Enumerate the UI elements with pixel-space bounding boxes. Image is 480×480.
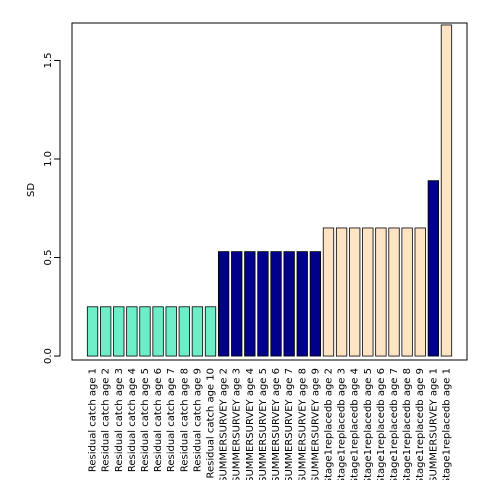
bar xyxy=(296,251,308,357)
x-tick-label: Residual catch age 9 xyxy=(192,368,203,472)
x-tick-label: SUMMERSURVEY age 9 xyxy=(310,368,321,480)
bar xyxy=(309,251,322,357)
x-tick-label: Stage1replacedb age 3 xyxy=(337,368,348,480)
x-tick-label: Residual catch age 4 xyxy=(127,368,138,472)
x-tick-label: Residual catch age 3 xyxy=(114,368,125,472)
bar xyxy=(401,227,413,357)
x-tick-label: Residual catch age 1 xyxy=(88,368,99,472)
bar xyxy=(165,306,177,357)
x-tick-label: SUMMERSURVEY age 6 xyxy=(271,368,282,480)
bar xyxy=(440,24,453,357)
x-tick-label: Stage1replacedb age 4 xyxy=(350,368,361,480)
bar xyxy=(375,227,387,357)
bar xyxy=(362,227,374,357)
bar xyxy=(113,306,125,357)
x-tick-label: Residual catch age 2 xyxy=(101,368,112,472)
x-tick-label: SUMMERSURVEY age 2 xyxy=(219,368,230,480)
x-tick-label: Stage1replacedb age 1 xyxy=(441,368,452,480)
bar xyxy=(414,227,426,357)
bar xyxy=(349,227,361,357)
y-tick-label: 0.0 xyxy=(43,348,54,364)
bar xyxy=(244,251,256,357)
bar xyxy=(388,227,400,357)
bar xyxy=(152,306,164,357)
bar xyxy=(322,227,335,357)
x-tick-label: Residual catch age 10 xyxy=(206,368,217,479)
x-tick-label: Stage1replacedb age 9 xyxy=(415,368,426,480)
bar xyxy=(257,251,269,357)
bar xyxy=(139,306,151,357)
bar xyxy=(86,306,99,357)
x-tick-label: Stage1replacedb age 7 xyxy=(389,368,400,480)
x-tick-label: Residual catch age 5 xyxy=(140,368,151,472)
x-tick-label: Stage1replacedb age 2 xyxy=(323,368,334,480)
bar xyxy=(204,306,217,357)
x-tick-label: Stage1replacedb age 6 xyxy=(376,368,387,480)
bar xyxy=(231,251,243,357)
x-tick-label: Residual catch age 8 xyxy=(179,368,190,472)
bar xyxy=(178,306,190,357)
bar xyxy=(217,251,230,357)
plot-frame xyxy=(71,22,468,361)
x-tick-label: SUMMERSURVEY age 4 xyxy=(245,368,256,480)
bar xyxy=(270,251,282,357)
y-tick-label: 1.5 xyxy=(43,52,54,68)
x-tick-label: SUMMERSURVEY age 3 xyxy=(232,368,243,480)
x-tick-label: SUMMERSURVEY age 1 xyxy=(428,368,439,480)
bar xyxy=(191,306,204,357)
x-tick-label: SUMMERSURVEY age 8 xyxy=(297,368,308,480)
x-tick-label: Stage1replacedb age 5 xyxy=(363,368,374,480)
y-axis-label: SD xyxy=(26,183,37,197)
y-tick-label: 0.5 xyxy=(43,250,54,266)
bar xyxy=(427,180,439,357)
bar xyxy=(283,251,295,357)
x-tick-label: Stage1replacedb age 8 xyxy=(402,368,413,480)
bar xyxy=(126,306,138,357)
x-tick-label: SUMMERSURVEY age 5 xyxy=(258,368,269,480)
bar xyxy=(100,306,112,357)
x-tick-label: Residual catch age 7 xyxy=(166,368,177,472)
y-tick-label: 1.0 xyxy=(43,151,54,167)
x-tick-label: SUMMERSURVEY age 7 xyxy=(284,368,295,480)
x-tick-label: Residual catch age 6 xyxy=(153,368,164,472)
bar xyxy=(335,227,348,357)
